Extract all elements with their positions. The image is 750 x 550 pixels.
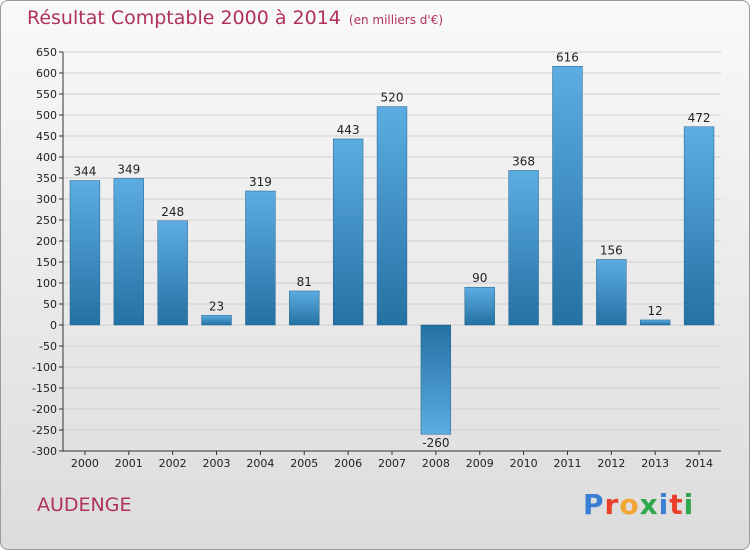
y-tick-label: 450	[36, 130, 57, 143]
y-tick-label: -300	[32, 445, 57, 458]
y-tick-label: -150	[32, 382, 57, 395]
y-tick-label: 50	[43, 298, 57, 311]
y-tick-label: 200	[36, 235, 57, 248]
data-label-2012: 156	[600, 243, 623, 257]
data-labels: 344 349 248 23 319 81 443 520 -260 90 368 616 156 12 4…	[73, 50, 710, 450]
data-label-2005: 81	[297, 275, 312, 289]
bar-2005	[289, 290, 320, 326]
x-tick-label-2001: 2001	[115, 457, 143, 470]
chart-title: Résultat Comptable 2000 à 2014 (en millie…	[27, 7, 443, 29]
data-label-2007: 520	[381, 91, 404, 105]
x-tick-label-2003: 2003	[203, 457, 231, 470]
bar-2008	[420, 324, 452, 435]
x-tick-label-2000: 2000	[71, 457, 99, 470]
bar-2010	[508, 170, 539, 326]
y-tick-label: -100	[32, 361, 57, 374]
x-tick-label-2011: 2011	[553, 457, 581, 470]
data-label-2010: 368	[512, 154, 535, 168]
x-tick-label-2009: 2009	[466, 457, 494, 470]
x-tick-label-2008: 2008	[422, 457, 450, 470]
y-tick-label: -200	[32, 403, 57, 416]
data-label-2014: 472	[688, 111, 711, 125]
x-tick-label-2013: 2013	[641, 457, 669, 470]
commune-name: AUDENGE	[37, 494, 132, 516]
proxiti-logo: Proxiti	[583, 488, 694, 521]
x-tick-label-2010: 2010	[510, 457, 538, 470]
data-label-2004: 319	[249, 175, 272, 189]
data-label-2003: 23	[209, 299, 224, 313]
y-tick-label: 0	[50, 319, 57, 332]
logo-letter: P	[583, 488, 605, 521]
data-label-2000: 344	[73, 165, 96, 179]
data-label-2006: 443	[337, 123, 360, 137]
logo-letter: r	[604, 488, 620, 521]
y-tick-label: 500	[36, 109, 57, 122]
y-tick-label: 650	[36, 46, 57, 59]
bar-2000	[69, 180, 101, 326]
data-label-2008: -260	[422, 436, 449, 450]
y-tick-label: 100	[36, 277, 57, 290]
axes: -300 -250 -200 -150 -100 -50 0 50 100 150 200 250 30…	[32, 46, 721, 470]
y-tick-label: 150	[36, 256, 57, 269]
bar-2003	[201, 315, 232, 326]
logo-letter: x	[639, 488, 659, 521]
bar-2014	[683, 126, 715, 326]
y-tick-label: -250	[32, 424, 57, 437]
y-tick-label: 350	[36, 172, 57, 185]
x-tick-label-2004: 2004	[246, 457, 274, 470]
chart-subtitle: (en milliers d'€)	[348, 13, 444, 27]
bar-2007	[376, 106, 408, 326]
bar-2009	[464, 286, 495, 326]
y-tick-label: 600	[36, 67, 57, 80]
x-tick-label-2002: 2002	[159, 457, 187, 470]
data-label-2001: 349	[117, 162, 140, 176]
x-tick-label-2014: 2014	[685, 457, 713, 470]
y-tick-label: 250	[36, 214, 57, 227]
y-tick-label: 300	[36, 193, 57, 206]
y-tick-label: -50	[39, 340, 57, 353]
bar-2011	[552, 66, 583, 326]
bar-2013	[640, 319, 671, 326]
bar-2004	[245, 190, 276, 326]
data-label-2013: 12	[648, 304, 663, 318]
data-label-2002: 248	[161, 205, 184, 219]
bar-2001	[113, 178, 144, 326]
x-tick-label-2012: 2012	[597, 457, 625, 470]
logo-letter: i	[658, 488, 670, 521]
y-tick-label: 550	[36, 88, 57, 101]
logo-letter: o	[619, 488, 640, 521]
data-label-2009: 90	[472, 271, 487, 285]
chart-title-text: Résultat Comptable 2000 à 2014	[27, 7, 341, 29]
x-tick-label-2005: 2005	[290, 457, 318, 470]
x-tick-label-2006: 2006	[334, 457, 362, 470]
bars	[69, 66, 715, 435]
bar-2006	[332, 138, 364, 326]
bar-2002	[157, 220, 188, 326]
logo-letter: i	[683, 488, 695, 521]
bar-2012	[596, 259, 627, 326]
logo-letter: t	[669, 488, 684, 521]
data-label-2011: 616	[556, 50, 579, 64]
x-tick-label-2007: 2007	[378, 457, 406, 470]
y-tick-label: 400	[36, 151, 57, 164]
